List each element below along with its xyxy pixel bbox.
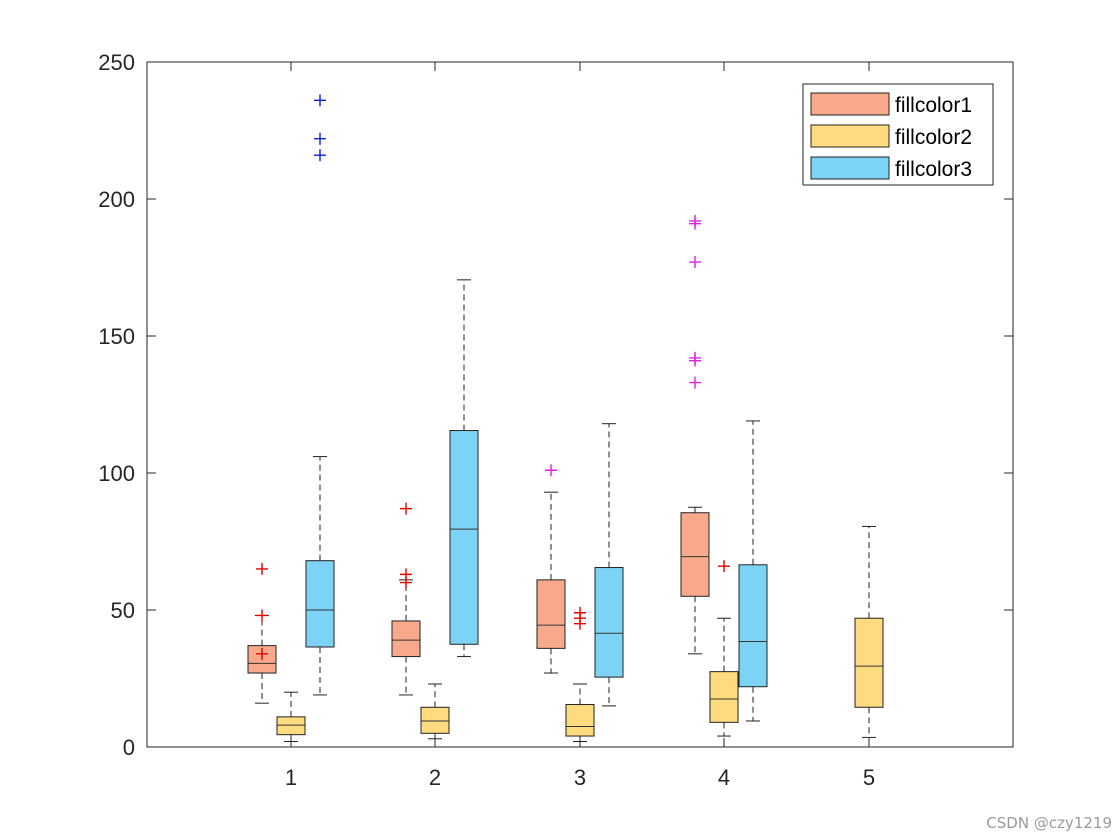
x-tick-label: 1 [285, 765, 297, 790]
box-fillcolor3-1 [305, 94, 335, 696]
box-fillcolor3-2 [449, 279, 479, 658]
legend-entry-label: fillcolor3 [895, 158, 972, 181]
box-fillcolor2-2 [420, 683, 450, 740]
y-tick-label: 250 [98, 50, 135, 75]
outlier-marker [400, 502, 412, 515]
box-fillcolor1-4 [680, 214, 710, 655]
axes-layer: 0 50 100 150 200 250 1 2 3 4 5 [98, 50, 1014, 790]
plot-layer [247, 94, 912, 748]
outlier-marker [545, 464, 557, 477]
outlier-marker [689, 214, 701, 227]
outlier-marker [256, 609, 268, 622]
x-tick-label: 5 [863, 765, 875, 790]
y-tick-label: 200 [98, 187, 135, 212]
x-tick-label: 2 [429, 765, 441, 790]
box-fillcolor3-3 [594, 423, 624, 707]
x-tick-label: 3 [574, 765, 586, 790]
outlier-marker [256, 562, 268, 575]
outlier-marker [718, 560, 730, 573]
box-body [420, 706, 450, 734]
box-body [738, 564, 768, 688]
y-tick-label: 50 [111, 598, 135, 623]
outlier-marker [400, 568, 412, 581]
outlier-marker [689, 256, 701, 269]
box-fillcolor1-2 [391, 502, 421, 696]
legend-entry-label: fillcolor1 [895, 94, 972, 117]
outlier-marker [256, 647, 268, 660]
box-fillcolor2-5 [854, 525, 884, 738]
box-body [709, 671, 739, 723]
y-tick-label: 0 [123, 735, 135, 760]
outlier-marker [314, 132, 326, 145]
outlier-marker [314, 149, 326, 162]
box-body [276, 716, 306, 736]
outlier-marker [314, 94, 326, 107]
box-body [854, 617, 884, 708]
legend-swatch [810, 156, 890, 180]
watermark-text: CSDN @czy1219 [986, 814, 1112, 832]
box-fillcolor2-1 [276, 691, 306, 743]
box-body [594, 567, 624, 678]
legend-swatch [810, 92, 890, 116]
box-body [391, 620, 421, 658]
x-tick-label: 4 [718, 765, 730, 790]
box-fillcolor1-1 [247, 562, 277, 704]
box-fillcolor2-3 [565, 606, 595, 743]
box-fillcolor1-3 [536, 464, 566, 674]
y-tick-label: 150 [98, 324, 135, 349]
y-tick-label: 100 [98, 461, 135, 486]
outlier-marker [574, 606, 586, 619]
box-body [305, 560, 335, 648]
box-body [536, 579, 566, 649]
outlier-marker [689, 376, 701, 389]
box-body [449, 430, 479, 645]
legend: fillcolor1 fillcolor2 fillcolor3 [802, 83, 994, 186]
outlier-marker [689, 351, 701, 364]
legend-swatch [810, 124, 890, 148]
box-body [680, 512, 710, 597]
legend-entry-label: fillcolor2 [895, 126, 972, 149]
box-fillcolor3-4 [738, 420, 768, 722]
box-fillcolor2-4 [709, 560, 739, 737]
box-body [565, 704, 595, 737]
